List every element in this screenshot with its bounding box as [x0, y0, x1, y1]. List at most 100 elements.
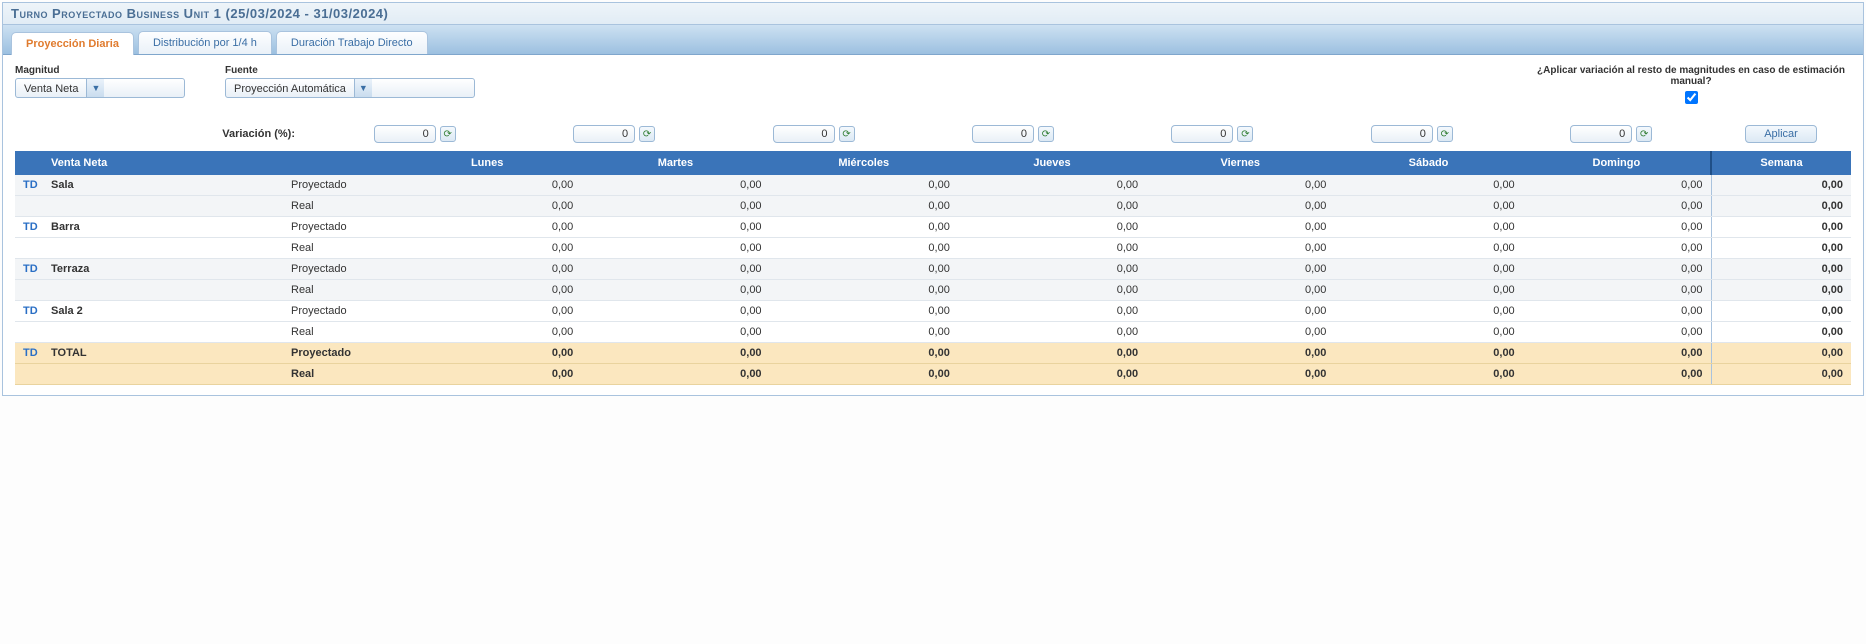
row-type: Real: [283, 280, 393, 301]
week-cell: 0,00: [1711, 343, 1851, 364]
value-cell: 0,00: [1523, 280, 1711, 301]
th-td: [15, 151, 43, 175]
variation-input-3[interactable]: [972, 125, 1034, 143]
controls-row: Magnitud Venta Neta ▼ Fuente Proyección …: [15, 65, 1851, 107]
value-cell: 0,00: [1334, 238, 1522, 259]
value-cell: 0,00: [1146, 322, 1334, 343]
table-header-row: Venta Neta Lunes Martes Miércoles Jueves…: [15, 151, 1851, 175]
refresh-icon[interactable]: ⟳: [839, 126, 855, 142]
value-cell: 0,00: [1146, 259, 1334, 280]
value-cell: 0,00: [393, 280, 581, 301]
variation-input-4[interactable]: [1171, 125, 1233, 143]
value-cell: 0,00: [1523, 343, 1711, 364]
value-cell: 0,00: [958, 196, 1146, 217]
table-row: TDTOTALProyectado0,000,000,000,000,000,0…: [15, 343, 1851, 364]
value-cell: 0,00: [1146, 217, 1334, 238]
value-cell: 0,00: [393, 301, 581, 322]
table-row: TDSala 2Proyectado0,000,000,000,000,000,…: [15, 301, 1851, 322]
row-type: Real: [283, 196, 393, 217]
refresh-icon[interactable]: ⟳: [1636, 126, 1652, 142]
value-cell: 0,00: [393, 175, 581, 196]
td-spacer: [15, 196, 43, 217]
value-cell: 0,00: [1334, 364, 1522, 385]
refresh-icon[interactable]: ⟳: [639, 126, 655, 142]
value-cell: 0,00: [1334, 217, 1522, 238]
row-name-spacer: [43, 322, 283, 343]
week-cell: 0,00: [1711, 175, 1851, 196]
apply-button[interactable]: Aplicar: [1745, 125, 1817, 143]
td-link[interactable]: TD: [15, 343, 43, 364]
th-day: Martes: [581, 151, 769, 175]
fuente-group: Fuente Proyección Automática ▼: [225, 65, 475, 98]
tabs-bar: Proyección DiariaDistribución por 1/4 hD…: [3, 25, 1863, 55]
td-spacer: [15, 364, 43, 385]
value-cell: 0,00: [770, 259, 958, 280]
magnitud-group: Magnitud Venta Neta ▼: [15, 65, 185, 98]
table-row: TDSalaProyectado0,000,000,000,000,000,00…: [15, 175, 1851, 196]
fuente-value: Proyección Automática: [226, 79, 354, 97]
tab-1[interactable]: Distribución por 1/4 h: [138, 31, 272, 54]
refresh-icon[interactable]: ⟳: [440, 126, 456, 142]
variation-cell: ⟳: [315, 125, 514, 143]
th-day: Domingo: [1523, 151, 1711, 175]
value-cell: 0,00: [1523, 364, 1711, 385]
fuente-select[interactable]: Proyección Automática ▼: [225, 78, 475, 98]
apply-rest-label: ¿Aplicar variación al resto de magnitude…: [1531, 65, 1851, 87]
row-name: Sala: [43, 175, 283, 196]
value-cell: 0,00: [770, 175, 958, 196]
page-title: Turno Proyectado Business Unit 1 (25/03/…: [3, 3, 1863, 25]
td-link[interactable]: TD: [15, 217, 43, 238]
value-cell: 0,00: [1334, 175, 1522, 196]
value-cell: 0,00: [1146, 301, 1334, 322]
value-cell: 0,00: [581, 175, 769, 196]
variation-input-5[interactable]: [1371, 125, 1433, 143]
value-cell: 0,00: [1334, 196, 1522, 217]
magnitud-select[interactable]: Venta Neta ▼: [15, 78, 185, 98]
table-row: Real0,000,000,000,000,000,000,000,00: [15, 280, 1851, 301]
value-cell: 0,00: [1523, 217, 1711, 238]
value-cell: 0,00: [393, 364, 581, 385]
refresh-icon[interactable]: ⟳: [1437, 126, 1453, 142]
td-link[interactable]: TD: [15, 301, 43, 322]
variation-input-2[interactable]: [773, 125, 835, 143]
value-cell: 0,00: [1146, 196, 1334, 217]
row-name-spacer: [43, 238, 283, 259]
value-cell: 0,00: [393, 322, 581, 343]
row-name: TOTAL: [43, 343, 283, 364]
row-name: Sala 2: [43, 301, 283, 322]
td-link[interactable]: TD: [15, 259, 43, 280]
value-cell: 0,00: [581, 217, 769, 238]
value-cell: 0,00: [393, 259, 581, 280]
td-spacer: [15, 322, 43, 343]
tab-2[interactable]: Duración Trabajo Directo: [276, 31, 428, 54]
value-cell: 0,00: [1523, 175, 1711, 196]
week-cell: 0,00: [1711, 301, 1851, 322]
magnitud-value: Venta Neta: [16, 79, 86, 97]
variation-input-0[interactable]: [374, 125, 436, 143]
value-cell: 0,00: [1146, 343, 1334, 364]
td-spacer: [15, 280, 43, 301]
table-row: TDBarraProyectado0,000,000,000,000,000,0…: [15, 217, 1851, 238]
value-cell: 0,00: [1146, 238, 1334, 259]
week-cell: 0,00: [1711, 259, 1851, 280]
table-row: Real0,000,000,000,000,000,000,000,00: [15, 238, 1851, 259]
tab-0[interactable]: Proyección Diaria: [11, 32, 134, 55]
variation-cell: ⟳: [913, 125, 1112, 143]
value-cell: 0,00: [958, 259, 1146, 280]
variation-input-6[interactable]: [1570, 125, 1632, 143]
value-cell: 0,00: [770, 280, 958, 301]
row-type: Real: [283, 364, 393, 385]
magnitud-label: Magnitud: [15, 65, 185, 76]
chevron-down-icon: ▼: [354, 79, 372, 97]
refresh-icon[interactable]: ⟳: [1038, 126, 1054, 142]
value-cell: 0,00: [1523, 322, 1711, 343]
value-cell: 0,00: [770, 322, 958, 343]
projection-table: Venta Neta Lunes Martes Miércoles Jueves…: [15, 151, 1851, 385]
refresh-icon[interactable]: ⟳: [1237, 126, 1253, 142]
value-cell: 0,00: [581, 238, 769, 259]
week-cell: 0,00: [1711, 238, 1851, 259]
value-cell: 0,00: [1334, 301, 1522, 322]
apply-rest-checkbox[interactable]: [1685, 91, 1698, 104]
variation-input-1[interactable]: [573, 125, 635, 143]
td-link[interactable]: TD: [15, 175, 43, 196]
